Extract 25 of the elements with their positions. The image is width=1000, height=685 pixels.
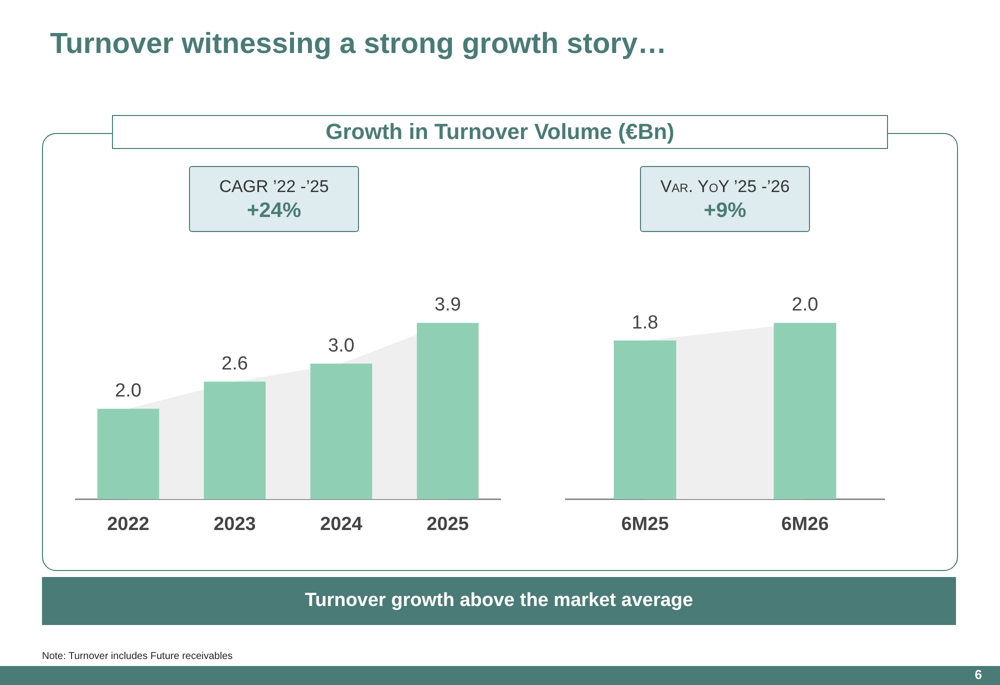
bar xyxy=(204,382,266,500)
data-label: 3.9 xyxy=(434,294,461,316)
chart-title: Turnover witnessing a strong growth story… xyxy=(50,28,667,61)
text: CAGR ’22 -’25 xyxy=(218,177,330,197)
text: 6 xyxy=(974,667,982,682)
x-tick-label: 2024 xyxy=(320,514,363,535)
bar xyxy=(97,408,160,500)
text: +24% xyxy=(246,199,302,223)
x-tick-label: 2023 xyxy=(214,514,256,535)
bar xyxy=(416,322,479,500)
text: Var. YoY ’25 -’26 xyxy=(659,177,791,197)
data-label: 3.0 xyxy=(328,335,354,356)
data-label: 2.0 xyxy=(792,294,818,316)
text: +9% xyxy=(702,199,748,223)
x-tick-label: 2025 xyxy=(426,514,470,535)
data-label: 2.0 xyxy=(115,380,142,402)
data-label: 1.8 xyxy=(632,312,658,334)
bar xyxy=(310,364,372,500)
text: Turnover growth above the market average xyxy=(42,577,956,625)
x-tick-label: 2022 xyxy=(107,514,150,535)
chart-subtitle: Growth in Turnover Volume (€Bn) xyxy=(112,115,888,149)
data-label: 2.6 xyxy=(222,353,248,374)
x-tick-label: 6M25 xyxy=(621,514,670,535)
x-tick-label: 6M26 xyxy=(781,514,829,535)
text: Note: Turnover includes Future receivables xyxy=(42,651,233,662)
